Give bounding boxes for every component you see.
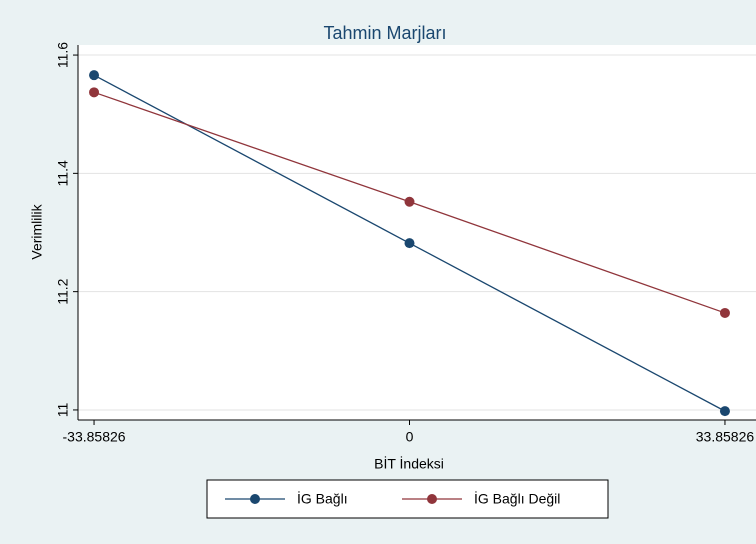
y-tick-label: 11.4 xyxy=(55,160,71,186)
y-tick-label: 11.6 xyxy=(55,42,71,68)
x-tick-label: 33.85826 xyxy=(696,429,755,445)
x-tick-label: 0 xyxy=(406,429,414,445)
data-point xyxy=(404,238,415,249)
legend-marker xyxy=(250,494,260,504)
data-point xyxy=(89,87,100,98)
data-point xyxy=(404,196,415,207)
x-axis-label: BİT İndeksi xyxy=(374,455,444,472)
legend-label: İG Bağlı Değil xyxy=(474,490,560,507)
legend-label: İG Bağlı xyxy=(297,490,348,507)
data-point xyxy=(89,70,100,81)
data-point xyxy=(719,406,730,417)
plot-area xyxy=(78,45,756,420)
y-tick-label: 11 xyxy=(55,402,71,417)
legend-marker xyxy=(427,494,437,504)
chart-title: Tahmin Marjları xyxy=(323,23,446,43)
y-tick-label: 11.2 xyxy=(55,278,71,304)
data-point xyxy=(719,307,730,318)
x-tick-label: -33.85826 xyxy=(63,429,126,445)
y-axis-label: Verimlilik xyxy=(29,203,45,259)
